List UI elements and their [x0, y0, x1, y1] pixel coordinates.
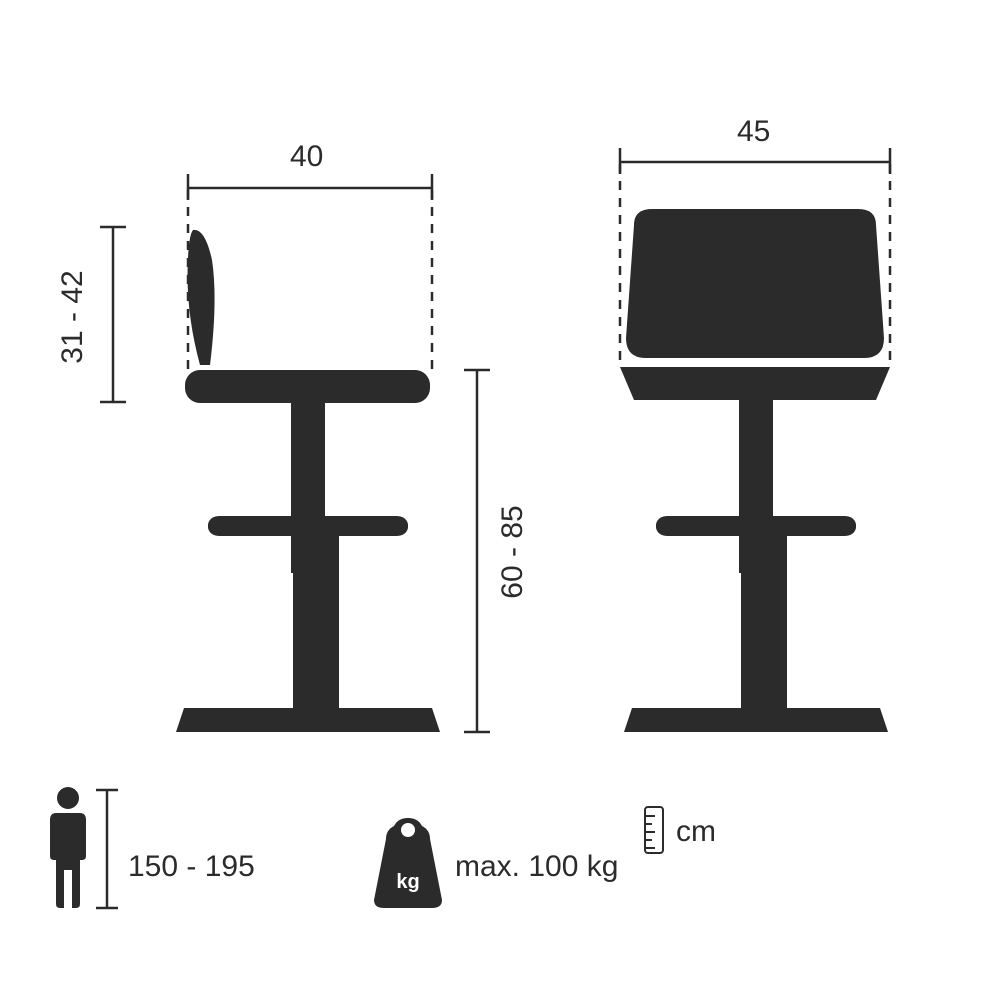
person-icon: [50, 787, 86, 908]
dim-backrest-height: [100, 227, 126, 402]
side-view: [176, 230, 440, 732]
ruler-icon: [645, 807, 663, 853]
dim-seat-height: [464, 370, 490, 732]
label-person-height: 150 - 195: [128, 850, 255, 884]
label-seat-height: 60 - 85: [496, 497, 530, 607]
weight-icon: kg: [374, 818, 442, 908]
label-backrest-height: 31 - 42: [56, 262, 90, 372]
label-seat-depth: 40: [290, 140, 323, 174]
label-max-weight: max. 100 kg: [455, 850, 618, 884]
label-unit: cm: [676, 815, 716, 849]
dim-seat-depth: [188, 174, 432, 370]
label-seat-width: 45: [737, 115, 770, 149]
person-height-bracket: [96, 790, 118, 908]
front-view: [620, 209, 890, 732]
svg-text:kg: kg: [396, 871, 419, 893]
